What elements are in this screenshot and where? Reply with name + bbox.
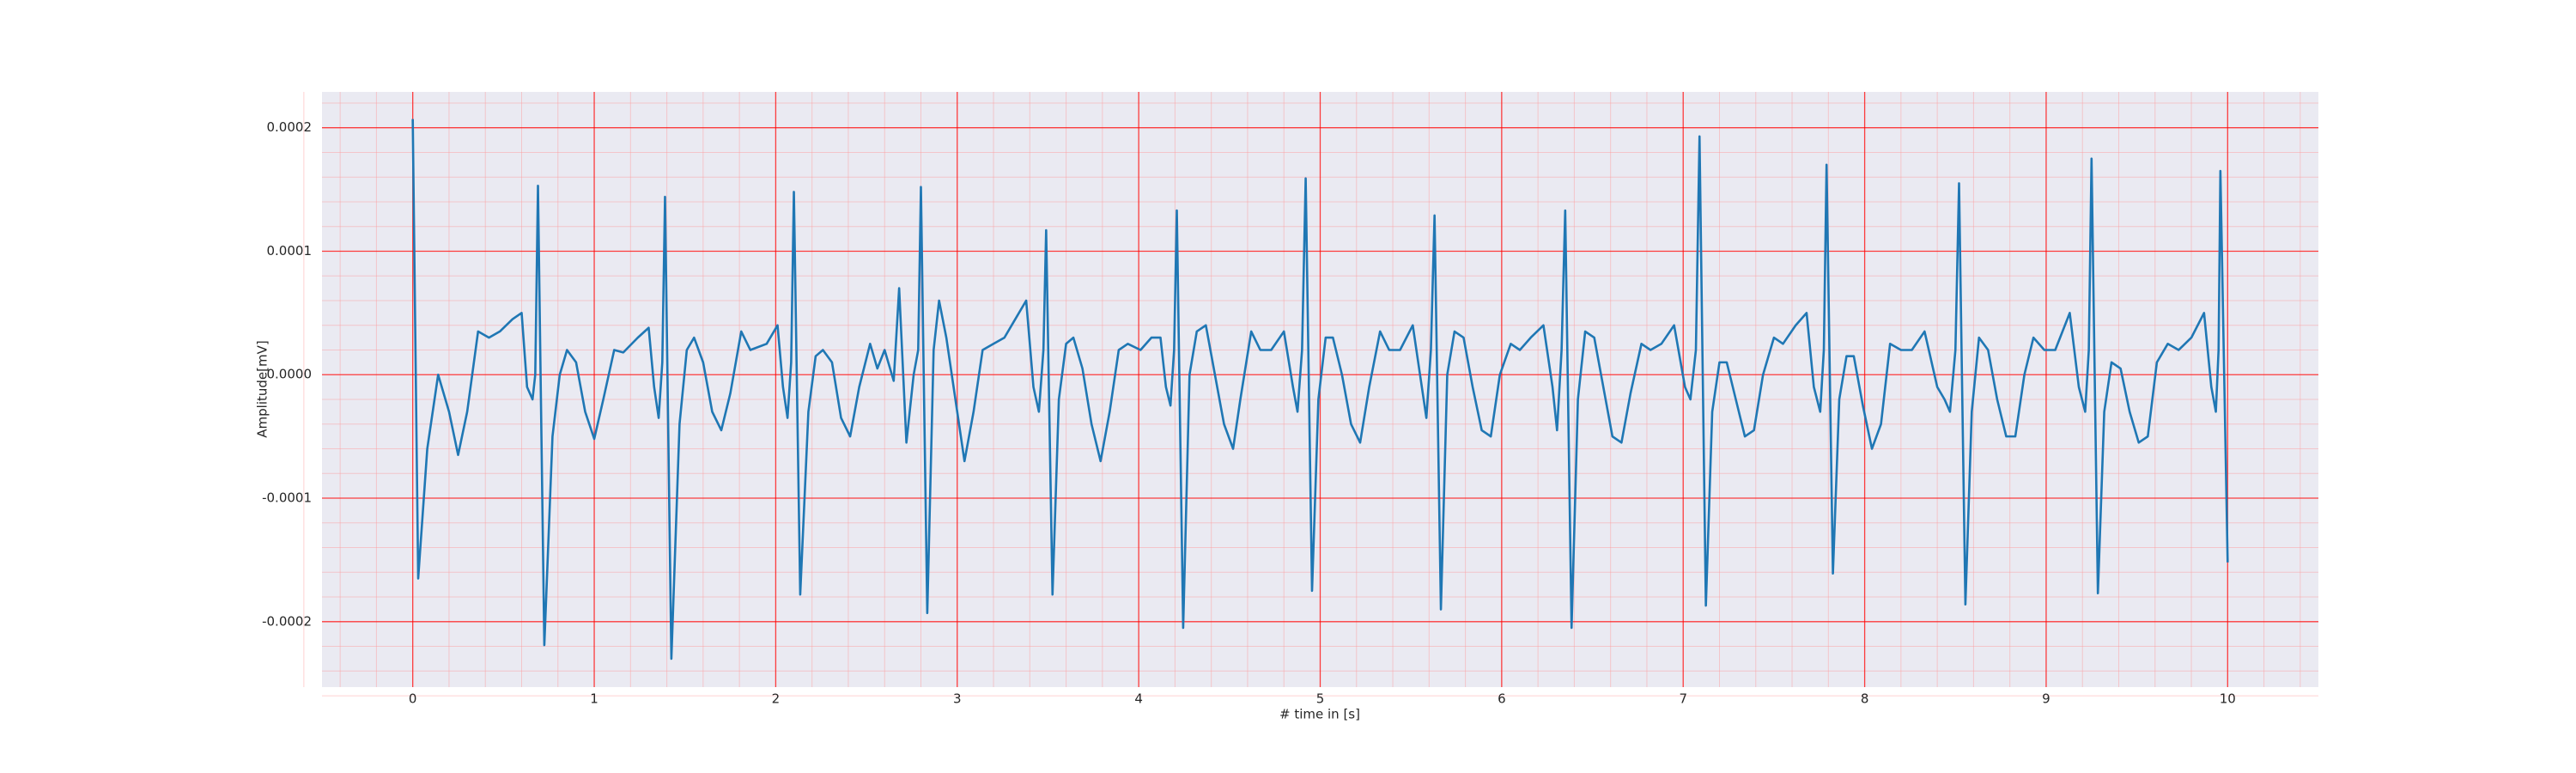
x-tick-label: 4 (1134, 691, 1143, 707)
x-tick-label: 8 (1861, 691, 1869, 707)
x-tick-label: 3 (953, 691, 962, 707)
x-tick-label: 5 (1316, 691, 1325, 707)
x-tick-label: 10 (2220, 691, 2236, 707)
x-tick-label: 6 (1498, 691, 1506, 707)
x-tick-label: 7 (1679, 691, 1687, 707)
signal-line (411, 119, 2229, 660)
x-tick-label: 2 (772, 691, 781, 707)
y-tick-label: -0.0001 (262, 490, 312, 506)
x-tick-label: 9 (2042, 691, 2050, 707)
y-tick-label: 0.0001 (267, 243, 313, 259)
y-tick-label: 0.0000 (267, 367, 313, 382)
y-axis-label: Amplitude[mV] (255, 340, 270, 437)
y-tick-label: -0.0002 (262, 613, 312, 629)
x-tick-label: 1 (590, 691, 598, 707)
x-axis-label: # time in [s] (1279, 707, 1360, 722)
plot-area (303, 92, 2318, 697)
y-tick-label: 0.0002 (267, 119, 313, 135)
x-tick-label: 0 (409, 691, 417, 707)
